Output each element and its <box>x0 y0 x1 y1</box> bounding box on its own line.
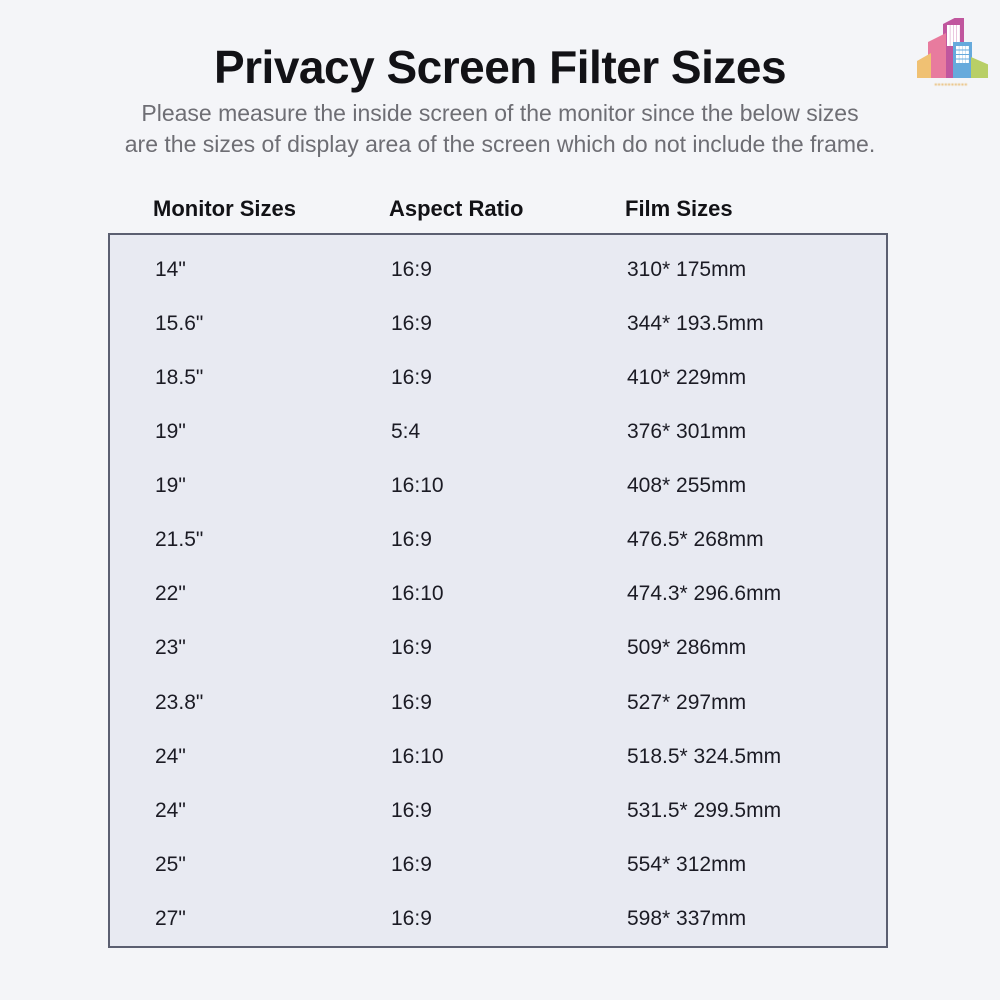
size-table-body: 14" 16:9 310* 175mm 15.6" 16:9 344* 193.… <box>108 233 888 948</box>
monitor-size-cell: 24" <box>155 798 186 822</box>
film-size-cell: 531.5* 299.5mm <box>627 798 782 822</box>
film-size-cell: 344* 193.5mm <box>627 312 764 336</box>
aspect-ratio-cell: 16:9 <box>391 258 432 282</box>
film-size-cell: 518.5* 324.5mm <box>627 744 782 768</box>
logo-brand-text: ▪▪▪▪▪▪▪▪▪▪ <box>934 80 968 89</box>
film-size-cell: 408* 255mm <box>627 474 747 498</box>
subtitle-line-2: are the sizes of display area of the scr… <box>124 131 876 157</box>
brand-logo: ▪▪▪▪▪▪▪▪▪▪ <box>905 14 997 100</box>
subtitle-line-1: Please measure the inside screen of the … <box>141 100 859 126</box>
film-size-cell: 509* 286mm <box>627 636 747 660</box>
aspect-ratio-cell: 16:9 <box>391 690 432 714</box>
aspect-ratio-cell: 16:9 <box>391 852 432 876</box>
header-aspect-ratio: Aspect Ratio <box>389 196 524 221</box>
table-row: 23.8" 16:9 527* 297mm <box>110 691 886 715</box>
page-title: Privacy Screen Filter Sizes <box>213 41 787 93</box>
logo-building-green-icon <box>971 57 988 78</box>
monitor-size-cell: 19" <box>155 420 186 444</box>
film-size-cell: 376* 301mm <box>627 420 747 444</box>
table-row: 27" 16:9 598* 337mm <box>110 907 886 931</box>
table-row: 14" 16:9 310* 175mm <box>110 258 886 282</box>
monitor-size-cell: 23.8" <box>155 690 204 714</box>
film-size-cell: 474.3* 296.6mm <box>627 582 782 606</box>
table-row: 21.5" 16:9 476.5* 268mm <box>110 528 886 552</box>
aspect-ratio-cell: 16:9 <box>391 636 432 660</box>
logo-building-pink-icon <box>928 33 946 78</box>
monitor-size-cell: 23" <box>155 636 186 660</box>
table-row: 18.5" 16:9 410* 229mm <box>110 366 886 390</box>
table-row: 22" 16:10 474.3* 296.6mm <box>110 582 886 606</box>
table-row: 19" 5:4 376* 301mm <box>110 420 886 444</box>
monitor-size-cell: 25" <box>155 852 186 876</box>
logo-building-blue-icon <box>953 42 972 78</box>
table-row: 25" 16:9 554* 312mm <box>110 853 886 877</box>
header-monitor-sizes: Monitor Sizes <box>153 196 297 221</box>
film-size-cell: 598* 337mm <box>627 906 747 930</box>
table-row: 15.6" 16:9 344* 193.5mm <box>110 312 886 336</box>
table-row: 24" 16:10 518.5* 324.5mm <box>110 745 886 769</box>
table-row: 23" 16:9 509* 286mm <box>110 636 886 660</box>
aspect-ratio-cell: 16:9 <box>391 798 432 822</box>
header-film-sizes: Film Sizes <box>625 196 733 221</box>
monitor-size-cell: 27" <box>155 906 186 930</box>
monitor-size-cell: 15.6" <box>155 312 204 336</box>
film-size-cell: 527* 297mm <box>627 690 747 714</box>
monitor-size-cell: 14" <box>155 258 186 282</box>
table-row: 24" 16:9 531.5* 299.5mm <box>110 799 886 823</box>
film-size-cell: 554* 312mm <box>627 852 747 876</box>
monitor-size-cell: 21.5" <box>155 528 204 552</box>
film-size-cell: 476.5* 268mm <box>627 528 764 552</box>
page-subtitle: Please measure the inside screen of the … <box>0 98 1000 160</box>
table-row: 19" 16:10 408* 255mm <box>110 474 886 498</box>
monitor-size-cell: 24" <box>155 744 186 768</box>
logo-windows <box>947 25 960 46</box>
aspect-ratio-cell: 5:4 <box>391 420 421 444</box>
table-header-row: Monitor Sizes Aspect Ratio Film Sizes <box>108 196 888 222</box>
aspect-ratio-cell: 16:9 <box>391 312 432 336</box>
aspect-ratio-cell: 16:10 <box>391 744 444 768</box>
aspect-ratio-cell: 16:9 <box>391 366 432 390</box>
logo-windows <box>956 46 969 63</box>
aspect-ratio-cell: 16:9 <box>391 528 432 552</box>
monitor-size-cell: 18.5" <box>155 366 204 390</box>
logo-building-yellow-icon <box>917 53 931 78</box>
monitor-size-cell: 19" <box>155 474 186 498</box>
aspect-ratio-cell: 16:10 <box>391 474 444 498</box>
monitor-size-cell: 22" <box>155 582 186 606</box>
film-size-cell: 410* 229mm <box>627 366 747 390</box>
film-size-cell: 310* 175mm <box>627 258 747 282</box>
aspect-ratio-cell: 16:9 <box>391 906 432 930</box>
aspect-ratio-cell: 16:10 <box>391 582 444 606</box>
